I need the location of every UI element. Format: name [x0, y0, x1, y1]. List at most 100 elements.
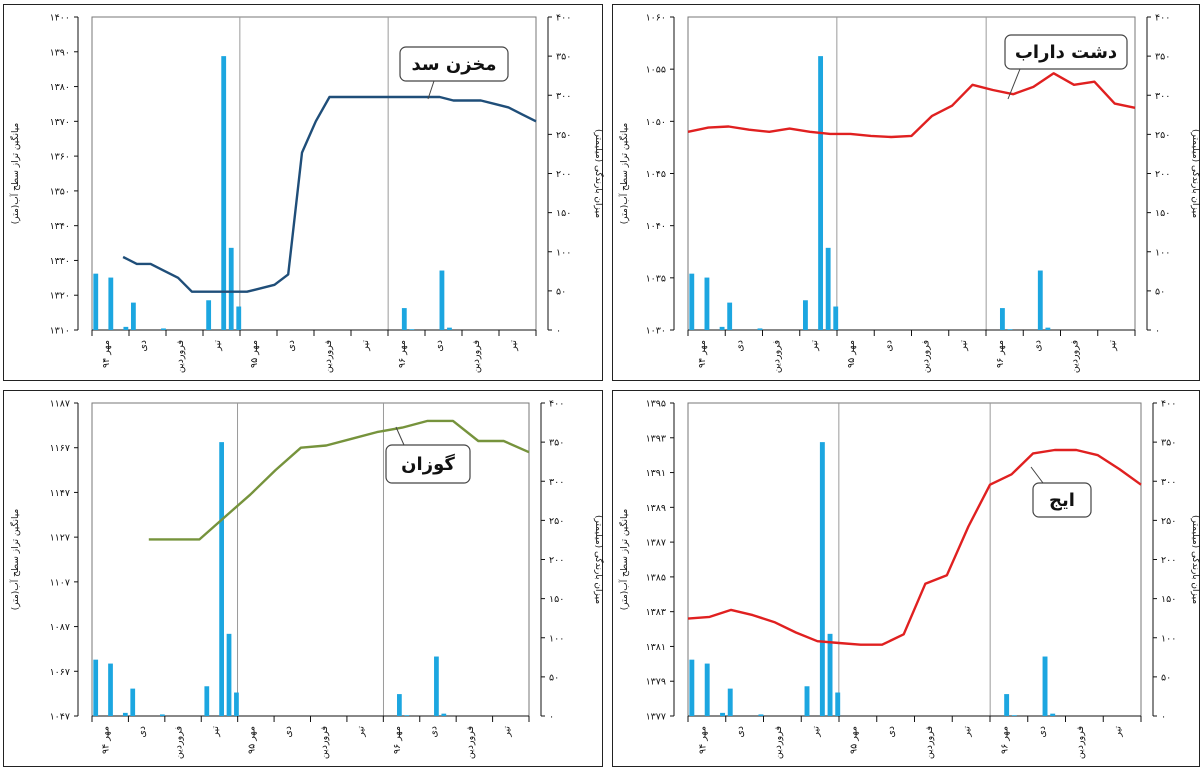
x-tick-label-group: مهر ۹۶ [995, 340, 1006, 368]
callout-pointer [1030, 466, 1044, 484]
water-level-line [687, 448, 1142, 646]
x-tick-label-group: تیر [508, 340, 519, 352]
left-axis-title-group: میانگین تراز سطح آب(متر) [618, 123, 630, 225]
rainfall-bar [833, 306, 839, 330]
left-tick-label: ۱۳۴۰ [50, 221, 70, 232]
right-tick-label: ۳۵۰ [549, 438, 564, 449]
x-tick-label: فروردین [773, 726, 784, 759]
x-tick-label: فروردین [319, 726, 330, 759]
rainfall-bar [757, 328, 763, 330]
right-tick-label: ۱۵۰ [556, 208, 571, 219]
rainfall-bar [803, 300, 808, 330]
rainfall-bar [228, 247, 234, 330]
rainfall-bar [93, 273, 99, 330]
right-axis-title-group: میزان بارندگی (میلیمتر) [1190, 515, 1200, 604]
rainfall-bar [1050, 713, 1056, 716]
x-tick-label-group: مهر ۹۴ [697, 340, 708, 368]
x-tick-label-group: تیر [809, 340, 820, 352]
rainfall-bar [401, 308, 407, 330]
rainfall-bar [108, 277, 114, 330]
right-tick-label: ۳۰۰ [556, 91, 571, 102]
x-tick-label: فروردین [924, 726, 935, 759]
x-tick-label-group: مهر ۹۴ [697, 726, 708, 754]
x-tick-label: تیر [809, 340, 820, 352]
right-tick-label: ۳۵۰ [1161, 438, 1176, 449]
x-tick-label: تیر [508, 340, 519, 352]
chart-panel-makhzan-sad: مهر ۹۴ دی فروردین تیر مهر ۹۵ دی فروردین تیر مهر … [3, 4, 605, 381]
rainfall-bar [727, 688, 733, 716]
right-tick-label: ۲۵۰ [1155, 130, 1170, 141]
x-tick-label: مهر ۹۶ [995, 340, 1006, 368]
chart-title: مخزن سد [411, 54, 496, 75]
rainfall-bar [161, 328, 166, 330]
x-tick-label-group: تیر [811, 726, 822, 738]
left-tick-label: ۱۳۸۳ [646, 607, 666, 618]
rainfall-bar [704, 663, 710, 716]
rainfall-bar [123, 326, 129, 330]
right-tick-label: ۲۰۰ [556, 169, 571, 180]
x-tick-label: فروردین [471, 340, 482, 373]
rainfall-bar [1045, 327, 1051, 330]
rainfall-bar [404, 715, 410, 716]
right-tick-label: ۳۰۰ [1155, 91, 1170, 102]
x-tick-label: دی [1032, 340, 1043, 352]
x-tick-label-group: تیر [360, 340, 371, 352]
left-tick-label: ۱۰۴۰ [646, 221, 666, 232]
left-tick-label: ۱۳۸۵ [646, 572, 666, 583]
left-tick-label: ۱۰۵۵ [646, 65, 666, 76]
right-tick-label: ۰ [1161, 712, 1166, 723]
x-tick-label-group: دی [883, 340, 894, 352]
left-axis-title: میانگین تراز سطح آب(متر) [618, 509, 630, 611]
x-tick-label-group: تیر [212, 340, 223, 352]
left-tick-label: ۱۱۶۷ [50, 443, 70, 454]
x-tick-label-group: فروردین [1070, 340, 1081, 373]
x-tick-label: دی [735, 726, 746, 738]
x-tick-label-group: فروردین [924, 726, 935, 759]
x-tick-label-group: دی [886, 726, 897, 738]
left-tick-label: ۱۰۶۰ [646, 13, 666, 24]
x-tick-label: دی [428, 726, 439, 738]
x-tick-label-group: تیر [1107, 340, 1118, 352]
x-tick-label: مهر ۹۵ [846, 340, 857, 368]
right-tick-label: ۰ [1155, 326, 1160, 337]
right-tick-label: ۵۰ [1155, 286, 1165, 297]
x-tick-label: فروردین [323, 340, 334, 373]
rainfall-bar [1004, 694, 1010, 716]
x-tick-label-group: فروردین [471, 340, 482, 373]
rainfall-bar [825, 247, 831, 330]
x-tick-label-group: تیر [962, 726, 973, 738]
rainfall-bar [758, 714, 764, 716]
right-tick-label: ۱۵۰ [1161, 594, 1176, 605]
right-tick-label: ۱۵۰ [1155, 208, 1170, 219]
right-tick-label: ۱۰۰ [556, 247, 571, 258]
chart-dasht-darab: مهر ۹۴ دی فروردین تیر مهر ۹۵ دی فروردین تیر مهر … [618, 13, 1200, 374]
x-tick-label-group: مهر ۹۵ [846, 340, 857, 368]
left-axis-title-group: میانگین تراز سطح آب(متر) [618, 509, 630, 611]
x-tick-label-group: فروردین [1075, 726, 1086, 759]
x-tick-label-group: مهر ۹۵ [249, 340, 260, 368]
right-axis-title-group: میزان بارندگی (میلیمتر) [593, 515, 605, 604]
right-axis-title-group: میزان بارندگی (میلیمتر) [593, 129, 605, 218]
x-tick-label-group: فروردین [323, 340, 334, 373]
left-tick-label: ۱۱۴۷ [50, 488, 70, 499]
callout-pointer [1007, 68, 1021, 100]
left-tick-label: ۱۳۸۹ [646, 503, 666, 514]
x-tick-label: مهر ۹۵ [249, 340, 260, 368]
x-tick-label: تیر [210, 726, 221, 738]
x-tick-label: تیر [212, 340, 223, 352]
rainfall-bar [727, 302, 733, 330]
x-tick-label-group: تیر [501, 726, 512, 738]
x-tick-label: فروردین [1075, 726, 1086, 759]
right-tick-label: ۲۰۰ [549, 555, 564, 566]
left-tick-label: ۱۳۸۰ [50, 82, 70, 93]
right-axis-title: میزان بارندگی (میلیمتر) [593, 515, 605, 604]
rainfall-bar [204, 686, 210, 716]
rainfall-bar [122, 712, 128, 716]
x-tick-label-group: تیر [210, 726, 221, 738]
right-tick-label: ۳۵۰ [1155, 52, 1170, 63]
left-tick-label: ۱۳۹۰ [50, 47, 70, 58]
rainfall-bar [159, 714, 165, 716]
right-tick-label: ۲۰۰ [1161, 555, 1176, 566]
callout-box [385, 444, 471, 484]
rainfall-bar [447, 327, 452, 330]
